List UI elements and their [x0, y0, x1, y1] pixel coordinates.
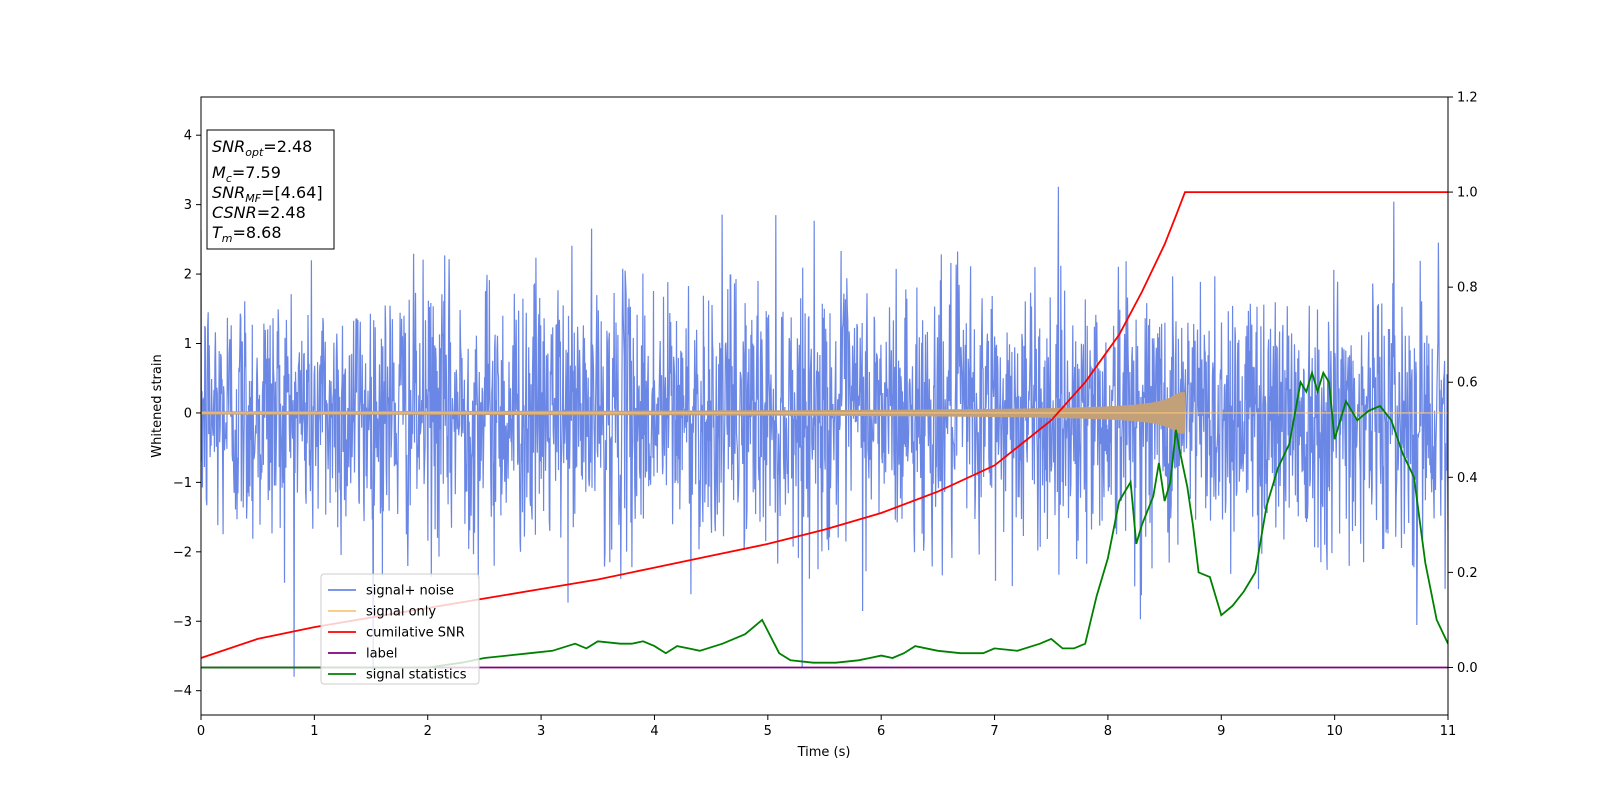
y-tick-label: −1 — [173, 476, 192, 491]
x-tick-label: 5 — [764, 724, 772, 739]
legend-entry: signal+ noise — [366, 584, 454, 599]
x-tick-label: 6 — [877, 724, 885, 739]
legend-entry: signal only — [366, 605, 436, 620]
y-tick-label: 3 — [184, 198, 192, 213]
signal-only-series — [201, 392, 1448, 434]
legend-entry: signal statistics — [366, 668, 467, 683]
y2-tick-label: 0.0 — [1457, 661, 1478, 676]
y-tick-label: 2 — [184, 268, 192, 283]
legend-entry: cumilative SNR — [366, 626, 465, 641]
info-mc: Mc=7.59 — [212, 163, 281, 185]
info-csnr: CSNR=2.48 — [212, 203, 306, 222]
y-axis-label: Whitened strain — [150, 354, 165, 457]
y2-axis-ticks: 0.0 0.2 0.4 0.6 0.8 1.0 1.2 — [1448, 91, 1478, 676]
y2-tick-label: 0.8 — [1457, 281, 1478, 296]
x-tick-label: 0 — [197, 724, 205, 739]
y-axis-ticks: −4 −3 −2 −1 0 1 2 3 4 — [173, 129, 201, 699]
info-snr-opt: SNRopt=2.48 — [212, 137, 312, 159]
legend: signal+ noise signal only cumilative SNR la… — [320, 573, 480, 685]
x-tick-label: 11 — [1440, 724, 1457, 739]
signal-noise-series — [201, 186, 1448, 677]
x-tick-label: 1 — [310, 724, 318, 739]
y2-tick-label: 0.6 — [1457, 376, 1478, 391]
y2-tick-label: 0.4 — [1457, 471, 1478, 486]
info-box: SNRopt=2.48 Mc=7.59 SNRMF=[4.64] CSNR=2.… — [206, 129, 335, 250]
signal-noise-line — [201, 186, 1448, 677]
y2-tick-label: 1.0 — [1457, 186, 1478, 201]
x-tick-label: 2 — [424, 724, 432, 739]
axes-frame — [200, 96, 1449, 716]
x-axis-label: Time (s) — [797, 745, 851, 760]
legend-entry: label — [366, 647, 397, 662]
y-tick-label: −4 — [173, 684, 192, 699]
x-tick-label: 9 — [1217, 724, 1225, 739]
x-tick-label: 3 — [537, 724, 545, 739]
y2-tick-label: 1.2 — [1457, 91, 1478, 106]
x-tick-label: 8 — [1104, 724, 1112, 739]
y2-tick-label: 0.2 — [1457, 566, 1478, 581]
y-tick-label: 1 — [184, 337, 192, 352]
info-snr-mf: SNRMF=[4.64] — [212, 183, 323, 205]
x-tick-label: 4 — [650, 724, 658, 739]
y-tick-label: −3 — [173, 615, 192, 630]
signal-statistics-line — [201, 369, 1448, 669]
x-tick-label: 7 — [990, 724, 998, 739]
y-tick-label: 0 — [184, 406, 192, 421]
x-axis-ticks: 0 1 2 3 4 5 6 7 8 9 10 11 — [197, 715, 1456, 739]
y-tick-label: 4 — [184, 129, 192, 144]
y-tick-label: −2 — [173, 545, 192, 560]
x-tick-label: 10 — [1326, 724, 1343, 739]
info-tm: Tm=8.68 — [212, 223, 282, 245]
